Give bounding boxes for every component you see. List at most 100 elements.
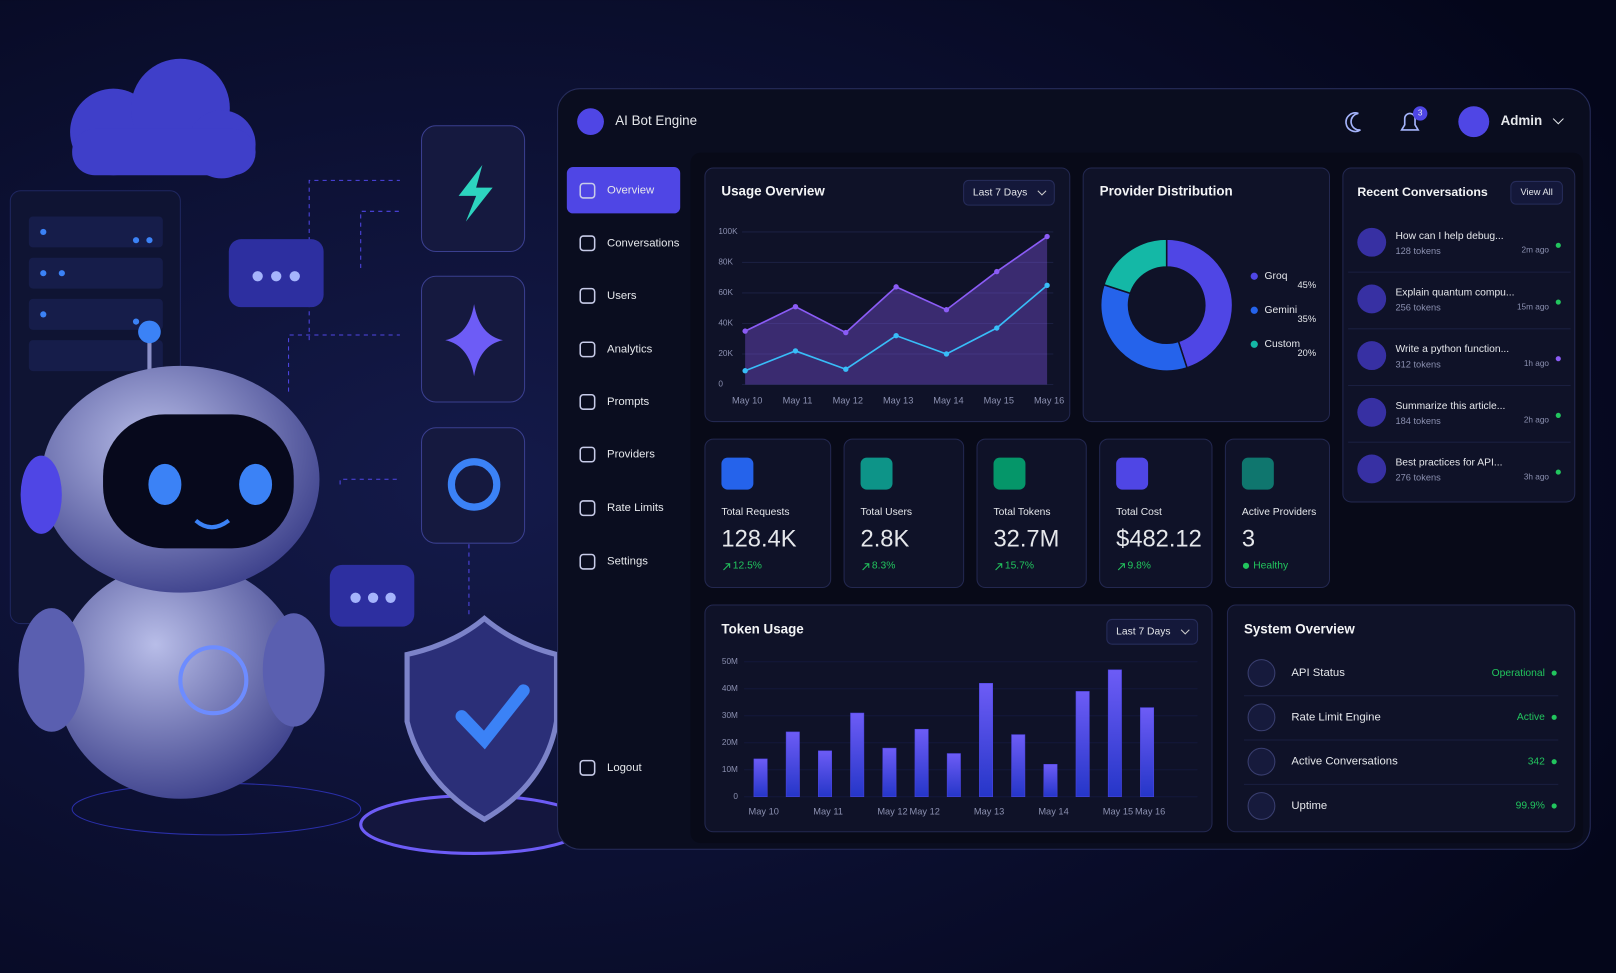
- bar: [979, 683, 993, 797]
- point: [943, 351, 950, 357]
- y-tick-label: 0: [718, 380, 723, 389]
- conversation-title[interactable]: Best practices for API...: [1395, 458, 1502, 469]
- status-dot: [1555, 412, 1561, 418]
- system-icon: [1247, 747, 1276, 776]
- bar: [818, 750, 832, 797]
- conversation-title[interactable]: Explain quantum compu...: [1395, 287, 1514, 298]
- stat-label: Total Requests: [721, 507, 789, 518]
- nav-icon: [579, 182, 596, 199]
- tile-ring: [421, 427, 526, 544]
- y-tick-label: 60K: [718, 288, 733, 297]
- nav-item[interactable]: Overview: [607, 185, 655, 197]
- cloud: [70, 58, 256, 179]
- nav-active: [566, 167, 681, 214]
- conversation-tokens: 312 tokens: [1395, 359, 1441, 369]
- nav-icon: [579, 553, 596, 570]
- x-tick-label: May 12: [910, 807, 940, 817]
- donut-segment: [1099, 283, 1189, 372]
- nav-item[interactable]: Analytics: [607, 343, 653, 355]
- user-name[interactable]: Admin: [1501, 113, 1543, 128]
- bot-avatar: [1357, 454, 1387, 484]
- donut-segment: [1165, 238, 1234, 369]
- dropdown[interactable]: [1106, 618, 1199, 645]
- view-all[interactable]: [1510, 180, 1563, 205]
- view-all-label[interactable]: View All: [1521, 187, 1553, 197]
- y-tick-label: 40K: [718, 319, 733, 328]
- dropdown-arrow: [1037, 190, 1047, 196]
- x-tick-label: May 15: [1103, 807, 1133, 817]
- nav-item[interactable]: Users: [607, 290, 637, 302]
- y-tick-label: 10M: [722, 765, 738, 774]
- nav-item[interactable]: Providers: [607, 449, 655, 461]
- bot-avatar: [1357, 227, 1387, 257]
- system-icon: [1247, 792, 1276, 820]
- conversation-title[interactable]: Summarize this article...: [1395, 401, 1505, 412]
- conversation-time: 2m ago: [1522, 246, 1550, 255]
- point: [994, 268, 1000, 275]
- stat-icon: [860, 457, 893, 490]
- stat-value: 2.8K: [861, 526, 910, 552]
- legend-value: 20%: [1298, 348, 1317, 358]
- bubble-dots: [252, 271, 396, 603]
- card-title: Provider Distribution: [1100, 183, 1233, 198]
- conversation-time: 2h ago: [1524, 416, 1550, 425]
- logout[interactable]: Logout: [607, 762, 643, 774]
- system-label: API Status: [1291, 667, 1345, 679]
- check: [455, 684, 530, 750]
- robot-ear: [20, 455, 62, 534]
- dropdown[interactable]: [963, 179, 1055, 206]
- robot-arm: [18, 608, 85, 732]
- stat-value: $482.12: [1116, 526, 1202, 552]
- x-tick-label: May 12: [833, 395, 863, 405]
- notifications[interactable]: [1400, 112, 1420, 131]
- x-tick-label: May 14: [933, 395, 963, 405]
- nav-item[interactable]: Rate Limits: [607, 502, 664, 514]
- card-title: Usage Overview: [721, 183, 825, 198]
- status-dot: [1551, 670, 1557, 676]
- x-tick-label: May 13: [974, 807, 1004, 817]
- conversation-title[interactable]: How can I help debug...: [1395, 231, 1503, 242]
- x-tick-label: May 11: [813, 807, 843, 817]
- status-dot: [1555, 469, 1561, 475]
- server-slots: [28, 216, 163, 372]
- bot-avatar: [1357, 341, 1387, 371]
- illustration: [9, 58, 589, 855]
- bar: [1011, 734, 1026, 797]
- nav-item[interactable]: Settings: [607, 556, 648, 568]
- stat-icon: [1241, 457, 1274, 490]
- theme-toggle[interactable]: [1345, 112, 1361, 133]
- point: [843, 329, 849, 336]
- system-label: Active Conversations: [1291, 756, 1398, 768]
- nav-item[interactable]: Conversations: [607, 237, 680, 249]
- avatar[interactable]: [1458, 106, 1490, 138]
- nav-item[interactable]: Prompts: [607, 396, 650, 408]
- legend-value: 35%: [1298, 314, 1317, 324]
- trend-arrow: [862, 563, 870, 571]
- stat-icon: [993, 457, 1026, 490]
- nav-icon: [579, 759, 596, 776]
- y-tick-label: 80K: [718, 258, 733, 267]
- y-tick-label: 0: [733, 792, 738, 801]
- status-dot: [1551, 803, 1557, 809]
- dropdown-label: Last 7 Days: [1116, 627, 1170, 638]
- legend-label: Custom: [1265, 339, 1300, 350]
- antenna-tip: [138, 320, 161, 344]
- logo: [577, 108, 604, 136]
- bar: [882, 747, 897, 797]
- stat-label: Active Providers: [1242, 507, 1316, 518]
- system-label: Rate Limit Engine: [1291, 711, 1380, 723]
- status-dot: [1555, 299, 1561, 305]
- conversation-tokens: 184 tokens: [1395, 416, 1441, 426]
- y-tick-label: 20M: [722, 738, 738, 747]
- user-menu[interactable]: [1552, 118, 1564, 125]
- bar: [946, 753, 961, 797]
- point: [792, 348, 799, 354]
- dropdown-arrow: [1180, 629, 1190, 635]
- nav-icon: [579, 446, 596, 463]
- robot-smile: [194, 518, 231, 530]
- stat-change: 8.3%: [872, 561, 895, 572]
- robot-eye: [239, 463, 273, 506]
- nav-icon: [579, 235, 596, 252]
- conversation-title[interactable]: Write a python function...: [1395, 344, 1509, 355]
